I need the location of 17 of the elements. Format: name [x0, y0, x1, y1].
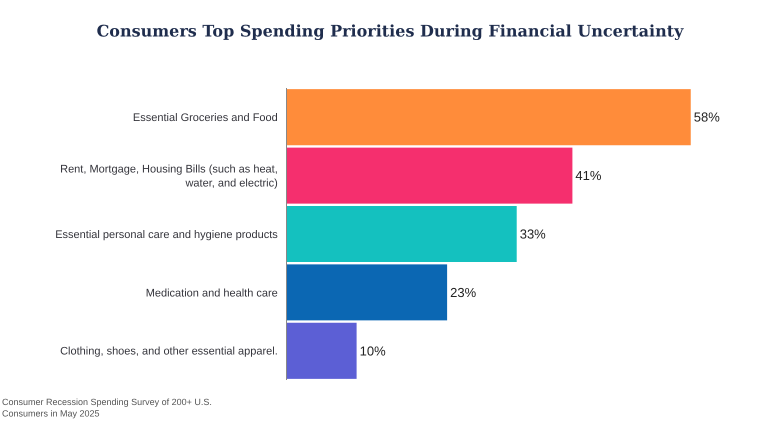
bar [287, 264, 448, 320]
data-label: 41% [575, 168, 602, 184]
text: Consumer Recession Spending Survey of 200+ U.S. Consumers in May 2025 [2, 397, 212, 419]
bar [287, 322, 357, 379]
bar [287, 206, 517, 262]
data-label: 33% [520, 226, 546, 242]
data-label: 10% [360, 343, 386, 358]
data-label: 23% [450, 284, 477, 300]
chart-title: Consumers Top Spending Priorities During Financial Uncertainty [96, 21, 684, 40]
y-tick-label: Rent, Mortgage, Housing Bills (such as heat, water, and electric) [60, 163, 278, 190]
y-tick-label: Essential Groceries and Food [132, 112, 278, 124]
y-tick-label: Medication and health care [146, 287, 278, 300]
y-tick-label: Clothing, shoes, and other essential apparel. [60, 346, 278, 358]
bar [287, 89, 691, 146]
data-label: 58% [694, 110, 720, 125]
y-tick-label: Essential personal care and hygiene products [55, 228, 278, 241]
bar [287, 148, 572, 204]
